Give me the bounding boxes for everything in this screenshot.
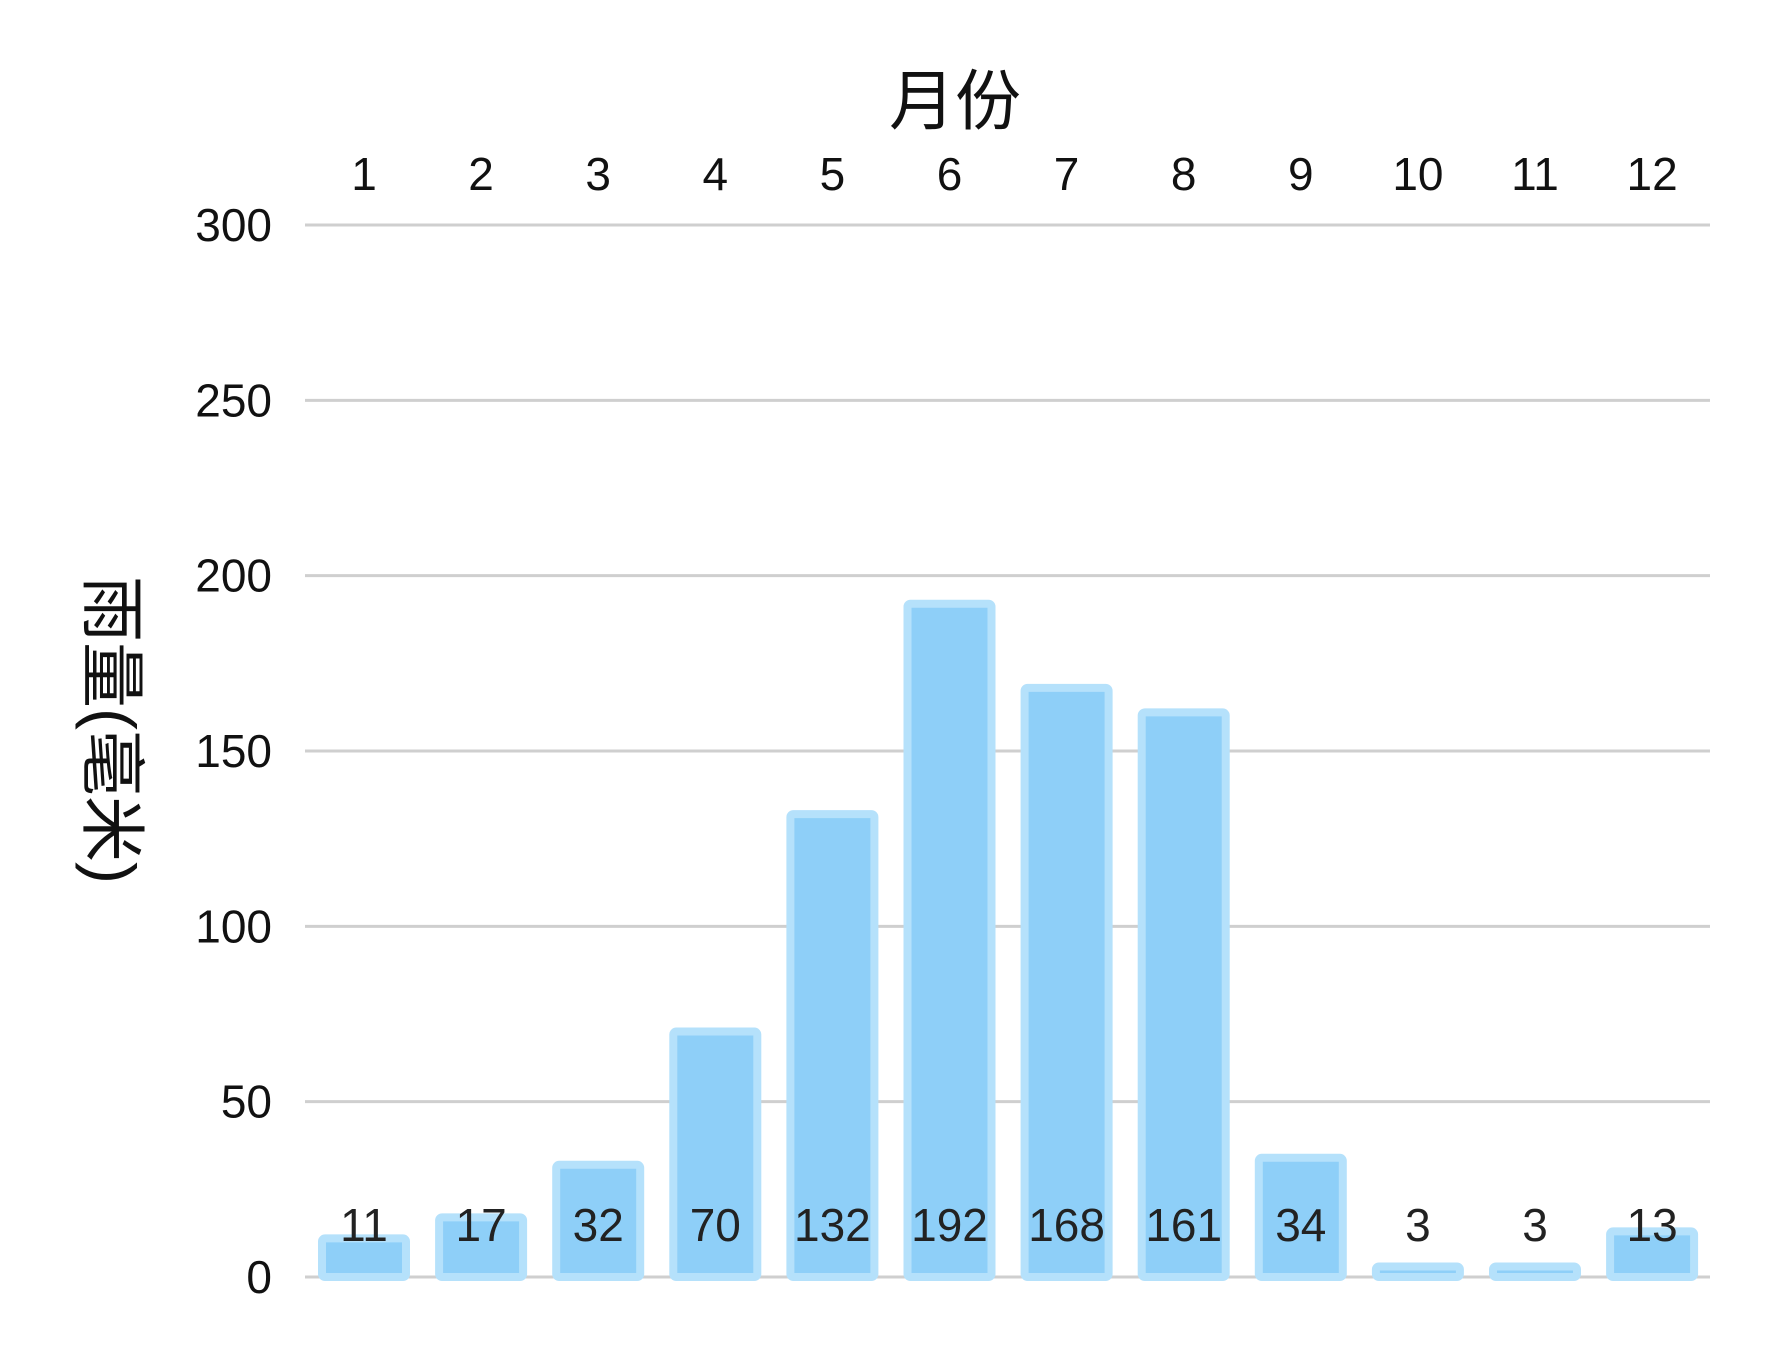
y-tick-label: 250: [195, 374, 272, 426]
data-label: 3: [1405, 1199, 1431, 1251]
y-axis-title: 雨量(毫米): [75, 576, 149, 884]
y-tick-label: 0: [246, 1251, 272, 1303]
bar: [318, 1234, 410, 1281]
data-label: 70: [690, 1199, 741, 1251]
bar: [1254, 1153, 1347, 1281]
bar: [786, 810, 879, 1281]
data-label: 132: [794, 1199, 871, 1251]
data-label: 3: [1522, 1199, 1548, 1251]
data-label: 192: [911, 1199, 988, 1251]
bar: [669, 1027, 762, 1281]
bar: [552, 1160, 645, 1281]
bar: [435, 1213, 528, 1282]
bar: [1137, 708, 1230, 1281]
x-tick-label: 10: [1392, 148, 1443, 200]
x-tick-label: 6: [937, 148, 963, 200]
data-label: 168: [1028, 1199, 1105, 1251]
y-tick-label: 200: [195, 550, 272, 602]
y-tick-label: 50: [221, 1076, 272, 1128]
data-label: 11: [340, 1199, 388, 1251]
x-tick-label: 8: [1171, 148, 1197, 200]
x-tick-label: 5: [820, 148, 846, 200]
y-tick-label: 150: [195, 725, 272, 777]
bar: [1606, 1227, 1699, 1281]
y-tick-label: 300: [195, 199, 272, 251]
data-label: 32: [573, 1199, 624, 1251]
data-label: 34: [1275, 1199, 1326, 1251]
x-axis-title: 月份: [889, 64, 1021, 138]
bar: [903, 599, 996, 1281]
y-tick-label: 100: [195, 900, 272, 952]
bar: [1020, 683, 1113, 1281]
x-tick-label: 4: [703, 148, 729, 200]
y-axis-ticks: 0 50 100 150 200 250 300: [195, 199, 272, 1303]
x-tick-label: 2: [468, 148, 494, 200]
data-label: 13: [1627, 1199, 1678, 1251]
bars: [318, 599, 1699, 1282]
x-tick-label: 3: [585, 148, 611, 200]
data-label: 17: [456, 1199, 507, 1251]
data-labels: 11 17 32 70 132 192 168 161 34 3 3 13: [340, 1199, 1678, 1251]
x-tick-label: 11: [1511, 148, 1559, 200]
bar: [1489, 1262, 1581, 1281]
x-tick-label: 12: [1627, 148, 1678, 200]
data-label: 161: [1145, 1199, 1222, 1251]
x-axis-ticks: 1 2 3 4 5 6 7 8 9 10 11 12: [351, 148, 1677, 200]
x-tick-label: 1: [351, 148, 377, 200]
x-tick-label: 9: [1288, 148, 1314, 200]
gridlines: [305, 223, 1710, 1279]
x-tick-label: 7: [1054, 148, 1080, 200]
bar: [1371, 1262, 1464, 1281]
